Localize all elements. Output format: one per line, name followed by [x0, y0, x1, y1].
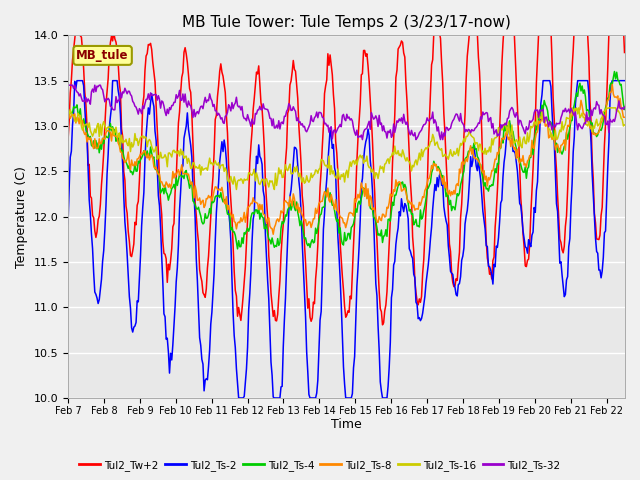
- Tul2_Ts-2: [331, 165, 339, 170]
- Tul2_Ts-4: [330, 202, 337, 208]
- Tul2_Ts-32: [609, 119, 616, 125]
- Tul2_Tw+2: [330, 92, 337, 97]
- Tul2_Ts-16: [232, 187, 240, 192]
- Tul2_Ts-16: [621, 122, 628, 128]
- Tul2_Ts-32: [397, 118, 404, 124]
- Tul2_Ts-2: [73, 78, 81, 84]
- Tul2_Ts-8: [621, 114, 628, 120]
- Tul2_Ts-2: [609, 78, 617, 84]
- Tul2_Ts-2: [522, 245, 530, 251]
- Tul2_Ts-8: [269, 231, 277, 237]
- Tul2_Ts-32: [328, 136, 336, 142]
- Tul2_Ts-2: [64, 221, 72, 227]
- Tul2_Ts-32: [358, 137, 366, 143]
- Line: Tul2_Ts-32: Tul2_Ts-32: [68, 85, 625, 140]
- Tul2_Ts-16: [333, 176, 340, 181]
- Line: Tul2_Ts-2: Tul2_Ts-2: [68, 81, 625, 398]
- Tul2_Ts-16: [367, 164, 374, 170]
- Tul2_Ts-32: [367, 126, 374, 132]
- Line: Tul2_Tw+2: Tul2_Tw+2: [68, 26, 625, 325]
- Tul2_Tw+2: [73, 24, 81, 29]
- Tul2_Ts-4: [64, 113, 72, 119]
- Tul2_Ts-32: [522, 131, 529, 137]
- Tul2_Ts-16: [522, 141, 529, 146]
- Tul2_Ts-16: [609, 105, 617, 111]
- Tul2_Tw+2: [609, 24, 617, 29]
- Tul2_Ts-16: [397, 151, 404, 157]
- Tul2_Ts-8: [64, 114, 72, 120]
- Tul2_Ts-8: [330, 202, 337, 207]
- Legend: Tul2_Tw+2, Tul2_Ts-2, Tul2_Ts-4, Tul2_Ts-8, Tul2_Ts-16, Tul2_Ts-32: Tul2_Tw+2, Tul2_Ts-2, Tul2_Ts-4, Tul2_Ts…: [75, 456, 565, 475]
- Tul2_Ts-16: [64, 109, 72, 115]
- Tul2_Ts-32: [621, 104, 628, 110]
- Line: Tul2_Ts-16: Tul2_Ts-16: [68, 108, 625, 190]
- Tul2_Ts-8: [609, 82, 616, 87]
- Text: MB_tule: MB_tule: [76, 49, 129, 62]
- Tul2_Tw+2: [522, 264, 530, 269]
- Tul2_Ts-16: [330, 168, 337, 174]
- Tul2_Ts-2: [397, 196, 405, 202]
- X-axis label: Time: Time: [331, 419, 362, 432]
- Line: Tul2_Ts-4: Tul2_Ts-4: [68, 72, 625, 249]
- Tul2_Ts-4: [621, 107, 628, 112]
- Tul2_Tw+2: [367, 97, 374, 103]
- Tul2_Ts-16: [568, 105, 576, 111]
- Tul2_Ts-8: [333, 207, 340, 213]
- Y-axis label: Temperature (C): Temperature (C): [15, 166, 28, 267]
- Tul2_Ts-32: [64, 82, 72, 88]
- Title: MB Tule Tower: Tule Temps 2 (3/23/17-now): MB Tule Tower: Tule Temps 2 (3/23/17-now…: [182, 15, 511, 30]
- Tul2_Ts-4: [611, 69, 618, 74]
- Tul2_Ts-32: [332, 130, 339, 136]
- Tul2_Ts-2: [367, 169, 375, 175]
- Tul2_Ts-2: [334, 234, 342, 240]
- Tul2_Tw+2: [333, 150, 340, 156]
- Tul2_Ts-2: [235, 395, 243, 401]
- Tul2_Ts-8: [397, 180, 404, 185]
- Tul2_Ts-4: [609, 82, 616, 87]
- Tul2_Ts-4: [367, 205, 374, 211]
- Tul2_Tw+2: [379, 322, 387, 328]
- Tul2_Ts-4: [397, 182, 404, 188]
- Line: Tul2_Ts-8: Tul2_Ts-8: [68, 84, 625, 234]
- Tul2_Tw+2: [64, 137, 72, 143]
- Tul2_Ts-8: [367, 193, 374, 199]
- Tul2_Ts-2: [621, 78, 628, 84]
- Tul2_Tw+2: [397, 38, 405, 44]
- Tul2_Tw+2: [621, 49, 628, 55]
- Tul2_Ts-4: [234, 246, 241, 252]
- Tul2_Ts-4: [522, 164, 529, 170]
- Tul2_Ts-8: [522, 161, 529, 167]
- Tul2_Ts-8: [609, 91, 617, 97]
- Tul2_Ts-4: [333, 218, 340, 224]
